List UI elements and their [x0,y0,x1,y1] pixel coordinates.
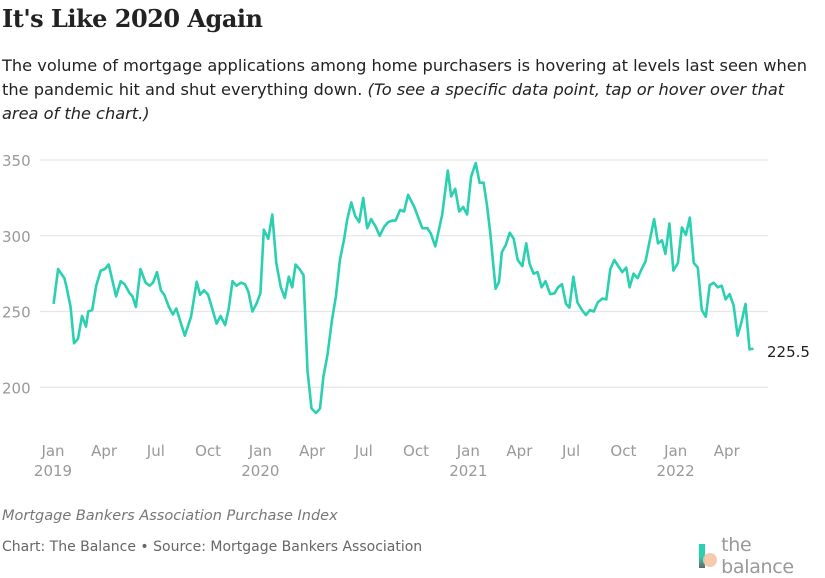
x-tick-year: 2022 [657,462,695,480]
x-tick-label: Jan [663,442,687,460]
x-tick-label: Oct [610,442,636,460]
x-tick-year: 2019 [34,462,72,480]
series-line[interactable] [52,161,754,415]
brand-logo: the balance [698,534,825,578]
y-tick-label: 300 [2,228,31,246]
x-tick-label: Apr [299,442,326,460]
end-value-label: 225.5 [767,343,810,361]
x-tick-label: Apr [91,442,118,460]
chart-note: Mortgage Bankers Association Purchase In… [2,508,338,524]
subtitle-text: The volume of mortgage applications amon… [2,56,807,99]
x-tick-label: Jul [354,442,373,460]
subtitle-note: (To see a specific data point, tap or ho… [2,80,785,123]
x-tick-label: Apr [506,442,533,460]
x-tick-label: Apr [714,442,741,460]
page-title: It's Like 2020 Again [2,4,263,33]
x-tick-label: Oct [195,442,221,460]
x-tick-label: Oct [403,442,429,460]
x-axis-ticks: Jan 2019 Apr Jul Oct Jan 2020 Apr Jul Oct Jan 2021 A… [34,442,741,480]
x-tick-label: Jan [248,442,272,460]
logo-text: the balance [721,534,794,578]
x-tick-label: Jul [561,442,580,460]
x-tick-label: Jan [40,442,64,460]
y-tick-label: 250 [2,304,31,322]
y-tick-label: 350 [2,152,31,170]
x-tick-year: 2021 [449,462,487,480]
gridlines [40,159,768,388]
logo-icon [698,544,717,568]
x-tick-label: Jul [146,442,165,460]
y-axis-ticks: 200 250 300 350 [2,152,31,397]
subtitle: The volume of mortgage applications amon… [2,54,817,126]
y-tick-label: 200 [2,379,31,397]
x-tick-year: 2020 [241,462,279,480]
chart-source: Chart: The Balance • Source: Mortgage Ba… [2,539,423,555]
x-tick-label: Jan [456,442,480,460]
